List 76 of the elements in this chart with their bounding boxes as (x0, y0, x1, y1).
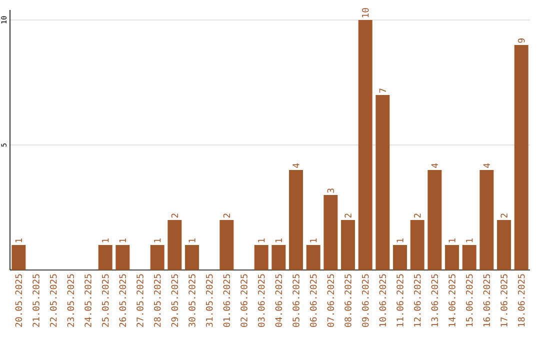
x-tick-label: 22.05.2025 (50, 274, 57, 327)
data-label: 1 (188, 238, 196, 242)
x-tick-label: 31.05.2025 (206, 274, 213, 327)
x-tick-label: 17.06.2025 (500, 274, 508, 326)
bar (514, 44, 528, 270)
data-label: 1 (119, 238, 126, 242)
bar (497, 220, 512, 270)
data-label: 4 (483, 163, 490, 168)
data-label: 9 (518, 38, 525, 43)
x-tick-label: 08.06.2025 (344, 274, 352, 327)
x-tick-label: 06.06.2025 (310, 274, 317, 327)
x-tick-label: 12.06.2025 (414, 274, 421, 326)
data-label: 4 (431, 163, 438, 168)
bar (428, 170, 442, 270)
bar (462, 245, 476, 270)
data-label: 1 (154, 238, 161, 242)
x-tick-label: 24.05.2025 (84, 274, 92, 327)
data-label: 1 (15, 238, 22, 242)
x-tick-label: 20.05.2025 (15, 274, 22, 327)
bar (272, 245, 286, 270)
bar (480, 170, 494, 270)
data-label: 2 (344, 214, 352, 218)
x-tick-label: 27.05.2025 (136, 274, 144, 327)
x-tick-label: 25.05.2025 (102, 274, 109, 327)
data-label: 4 (292, 163, 300, 168)
x-tick-label: 03.06.2025 (258, 274, 265, 327)
data-label: 1 (448, 238, 456, 242)
x-tick-label: 30.05.2025 (188, 274, 196, 327)
x-tick-label: 15.06.2025 (466, 274, 473, 326)
bar (168, 220, 182, 270)
x-tick-label: 26.05.2025 (119, 274, 126, 327)
x-tick-label: 01.06.2025 (223, 274, 230, 327)
x-tick-label: 04.06.2025 (275, 274, 282, 327)
bar (116, 245, 130, 270)
bar (306, 245, 320, 270)
bar (393, 245, 408, 270)
bar (12, 245, 26, 270)
data-label: 1 (102, 238, 109, 242)
data-label: 2 (171, 214, 178, 218)
data-label: 7 (379, 88, 386, 93)
data-label: 2 (414, 214, 421, 218)
x-tick-label: 23.05.2025 (67, 274, 74, 327)
x-tick-label: 28.05.2025 (154, 274, 161, 327)
x-tick-label: 14.06.2025 (448, 274, 456, 326)
data-label: 3 (327, 188, 334, 193)
x-tick-label: 13.06.2025 (431, 274, 438, 326)
data-label: 1 (258, 238, 265, 242)
x-tick-label: 02.06.2025 (240, 274, 248, 327)
data-label: 1 (275, 238, 282, 242)
x-tick-label: 09.06.2025 (362, 274, 369, 327)
x-tick-label: 16.06.2025 (483, 274, 490, 326)
x-tick-label: 21.05.2025 (32, 274, 40, 327)
x-tick-label: 18.06.2025 (518, 274, 525, 326)
bar (220, 220, 234, 270)
bar (254, 245, 268, 270)
bar (358, 20, 372, 270)
bar (324, 195, 338, 270)
x-tick-label: 11.06.2025 (396, 274, 404, 326)
data-label: 2 (500, 214, 508, 218)
bar (445, 245, 460, 270)
data-label: 1 (466, 238, 473, 242)
bar (341, 220, 356, 270)
x-tick-label: 10.06.2025 (379, 274, 386, 326)
x-tick-label: 29.05.2025 (171, 274, 178, 327)
x-tick-label: 07.06.2025 (327, 274, 334, 327)
data-label: 2 (223, 214, 230, 218)
data-label: 1 (396, 238, 404, 242)
x-tick-label: 05.06.2025 (292, 274, 300, 327)
bar (185, 245, 199, 270)
data-label: 10 (362, 8, 369, 18)
data-label: 1 (310, 238, 317, 242)
bar (98, 245, 112, 270)
bar (376, 95, 390, 270)
bar (410, 220, 424, 270)
bar (289, 170, 304, 270)
bar (150, 245, 164, 270)
